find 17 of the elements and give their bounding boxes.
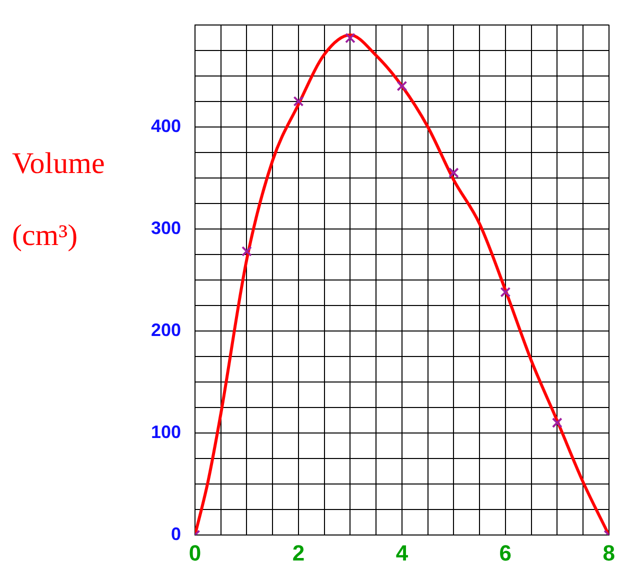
x-tick-label: 6 [499,540,512,566]
point [448,168,459,178]
point [293,96,304,107]
text: Volume (cm³) [12,146,105,252]
x-tick-label: 2 [292,540,305,566]
y-tick-label: 100 [150,422,181,442]
y-tick-label: 300 [150,218,181,238]
point [500,286,511,298]
y-tick-label: 0 [170,524,181,544]
x-tick-label: 0 [188,540,202,566]
y-tick-label: 200 [150,320,181,340]
x-tick-label: 8 [602,540,616,566]
point [396,80,408,92]
y-tick-label: 400 [150,116,181,136]
point [241,246,252,257]
point [344,32,356,44]
x-tick-label: 4 [396,540,409,566]
